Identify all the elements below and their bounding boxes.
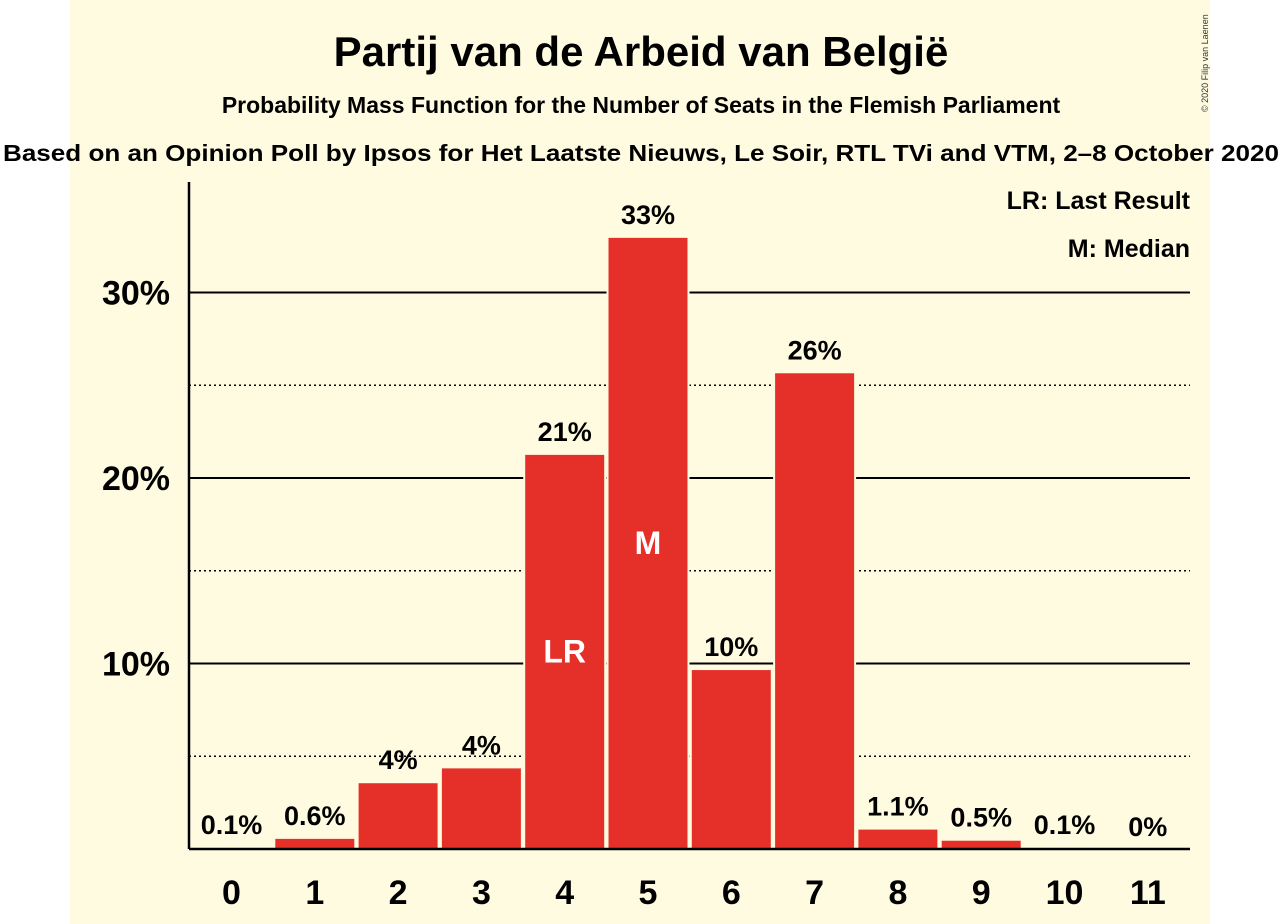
- bar-seats-8: [856, 827, 940, 850]
- data-label: 0.1%: [201, 810, 263, 840]
- bar-seats-9: [939, 838, 1023, 850]
- data-label: 26%: [788, 335, 842, 365]
- x-tick-label: 4: [555, 874, 574, 912]
- data-label: 4%: [462, 730, 501, 760]
- y-tick-label: 10%: [102, 646, 170, 684]
- x-tick-label: 10: [1046, 874, 1084, 912]
- legend-last-result: LR: Last Result: [1007, 187, 1191, 215]
- chart-title: Partij van de Arbeid van België: [334, 28, 949, 75]
- bar-seats-4: [523, 452, 607, 850]
- data-label: 0%: [1128, 812, 1167, 842]
- x-tick-label: 1: [305, 874, 324, 912]
- copyright-notice: © 2020 Filip van Laenen: [1200, 14, 1210, 112]
- data-label: 0.6%: [284, 801, 346, 831]
- bar-seats-3: [439, 766, 523, 851]
- chart-subtitle: Probability Mass Function for the Number…: [222, 92, 1061, 118]
- x-tick-label: 5: [639, 874, 658, 912]
- x-tick-label: 11: [1130, 874, 1166, 912]
- x-tick-label: 6: [722, 874, 741, 912]
- data-label: 1.1%: [867, 792, 929, 822]
- x-tick-label: 0: [222, 874, 241, 912]
- data-label: 4%: [379, 745, 418, 775]
- last-result-marker: LR: [543, 633, 586, 669]
- bar-seats-2: [356, 781, 440, 850]
- data-label: 33%: [621, 200, 675, 230]
- bars: 0.1% 0.6% 4% 4% 21% 33% 10% 26% 1.1% 0.5% 0.1% 0% LR…: [190, 200, 1167, 851]
- x-tick-label: 7: [805, 874, 824, 912]
- bar-seats-6: [689, 668, 773, 850]
- data-label: 10%: [704, 632, 758, 662]
- x-tick-label: 2: [389, 874, 408, 912]
- data-label: 21%: [538, 417, 592, 447]
- bar-seats-5: [606, 235, 690, 851]
- x-axis-ticks: 0 1 2 3 4 5 6 7 8 9 10 11: [222, 874, 1166, 912]
- chart-subtitle-source: Based on an Opinion Poll by Ipsos for He…: [3, 140, 1279, 166]
- x-tick-label: 3: [472, 874, 491, 912]
- median-marker: M: [635, 525, 662, 561]
- x-tick-label: 9: [972, 874, 991, 912]
- y-tick-label: 20%: [102, 460, 170, 498]
- data-label: 0.1%: [1034, 810, 1096, 840]
- data-label: 0.5%: [950, 803, 1012, 833]
- bar-seats-1: [273, 836, 357, 850]
- y-tick-label: 30%: [102, 275, 170, 313]
- y-axis-ticks: 10% 20% 30%: [102, 275, 170, 684]
- x-tick-label: 8: [888, 874, 907, 912]
- legend-median: M: Median: [1068, 235, 1190, 263]
- bar-seats-7: [773, 371, 857, 850]
